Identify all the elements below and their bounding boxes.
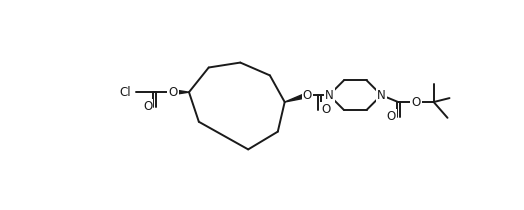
Text: O: O	[387, 110, 396, 123]
Polygon shape	[173, 90, 189, 95]
Polygon shape	[285, 93, 308, 102]
Text: Cl: Cl	[119, 86, 131, 99]
Text: O: O	[143, 100, 152, 113]
Text: O: O	[303, 89, 312, 102]
Text: N: N	[377, 89, 386, 102]
Text: O: O	[322, 104, 331, 116]
Text: O: O	[169, 86, 178, 99]
Text: N: N	[325, 89, 333, 102]
Text: O: O	[411, 96, 421, 109]
